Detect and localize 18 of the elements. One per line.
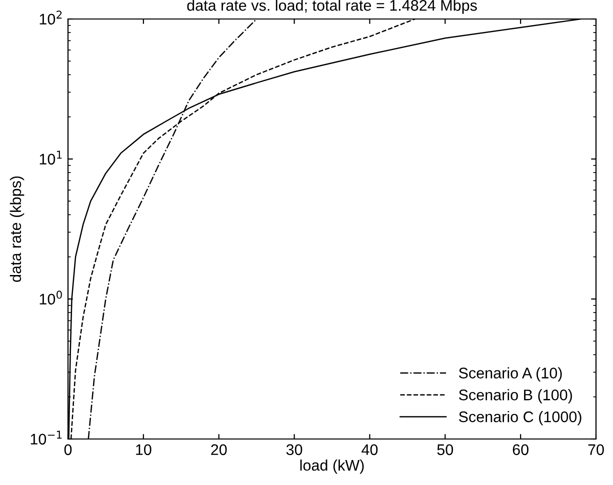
y-axis-title: data rate (kbps) bbox=[10, 176, 24, 282]
x-tick-label: 60 bbox=[512, 444, 528, 456]
y-tick-label: 10$^{−1}$ bbox=[30, 430, 62, 445]
y-tick-label: 10$^{2}$ bbox=[40, 10, 62, 25]
legend-label: Scenario B (100) bbox=[458, 389, 572, 404]
legend-label: Scenario A (10) bbox=[458, 367, 562, 382]
x-tick-label: 50 bbox=[437, 444, 454, 456]
x-tick-label: 40 bbox=[362, 444, 378, 456]
y-tick-label: 10$^{0}$ bbox=[40, 290, 62, 305]
x-tick-label: 20 bbox=[211, 444, 227, 456]
y-tick-label: 10$^{1}$ bbox=[40, 150, 62, 165]
x-tick-label: 10 bbox=[136, 444, 152, 456]
x-tick-label: 70 bbox=[588, 444, 604, 456]
x-tick-label: 30 bbox=[286, 444, 302, 456]
chart-title: data rate vs. load; total rate = 1.4824 Mbps bbox=[187, 0, 477, 14]
x-tick-label: 0 bbox=[64, 444, 72, 456]
x-axis-title: load (kW) bbox=[300, 459, 364, 474]
legend-label: Scenario C (1000) bbox=[458, 411, 582, 426]
